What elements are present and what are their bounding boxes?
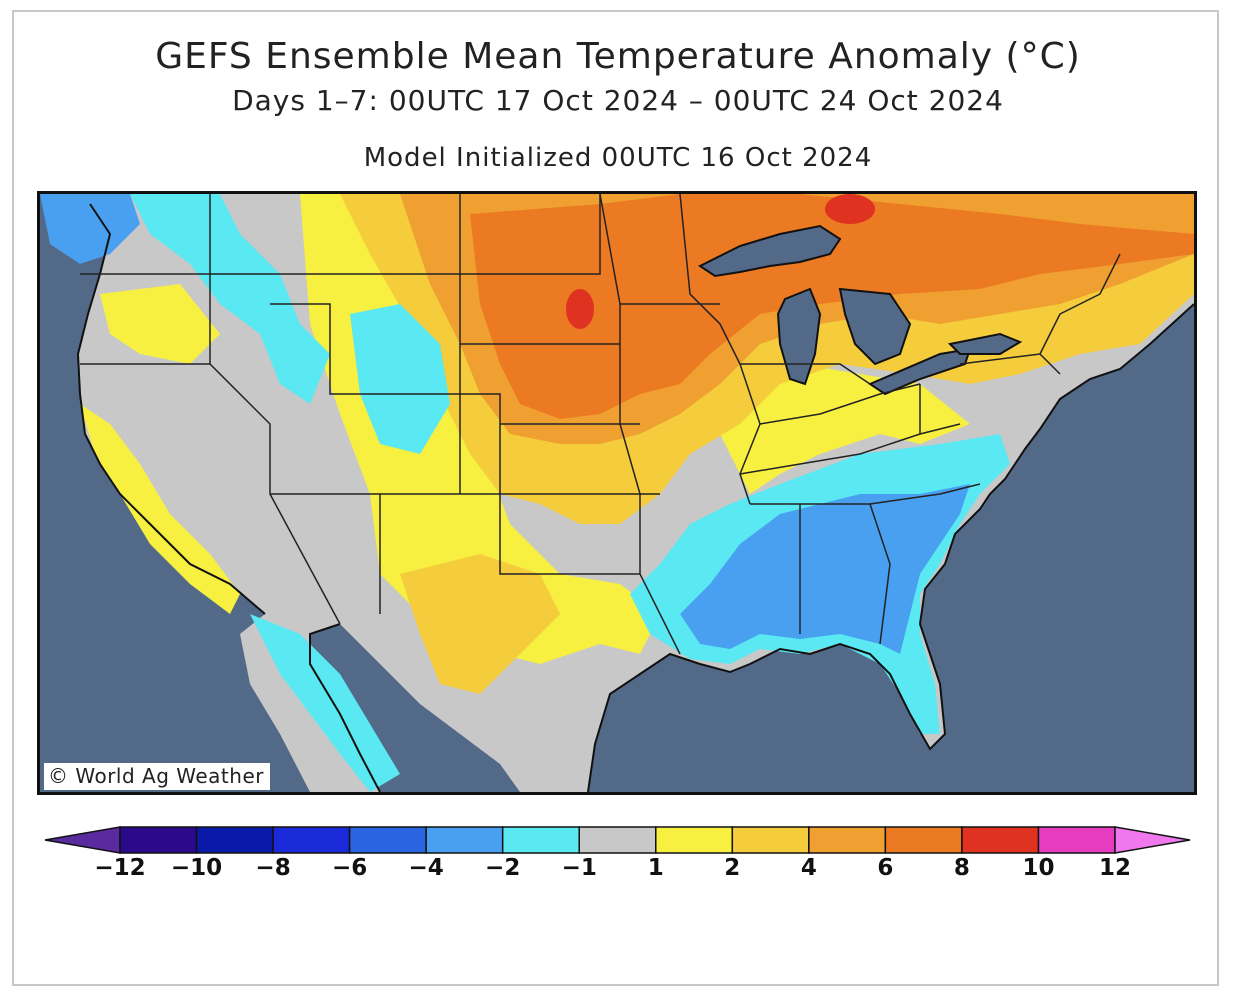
zone-neg1-west-b [350, 304, 450, 454]
colorbar-over-arrow [1114, 826, 1191, 854]
colorbar-tick-label: 1 [647, 855, 664, 881]
colorbar-tick-label: −12 [94, 855, 146, 881]
colorbar-tick-label: −1 [561, 855, 597, 881]
zone-1to2-west-inland [100, 284, 220, 364]
colorbar-tick-label: 8 [953, 855, 970, 881]
colorbar-bin [1037, 826, 1116, 854]
zone-6to8 [470, 194, 1194, 419]
model-init-label: Model Initialized 00UTC 16 Oct 2024 [363, 143, 873, 173]
zone-8to10-dakota [566, 289, 594, 329]
colorbar-bin [119, 826, 198, 854]
zone-neg1-west-a [130, 194, 330, 404]
colorbar-tick-label: 2 [724, 855, 741, 881]
colorbar-bin [501, 826, 580, 854]
zone-neg2-southeast [680, 484, 970, 654]
colorbar-bin [884, 826, 963, 854]
lake-superior [698, 224, 842, 278]
map-title: GEFS Ensemble Mean Temperature Anomaly (… [155, 36, 1081, 77]
colorbar-tick-label: 10 [1022, 855, 1055, 881]
colorbar-bin [195, 826, 274, 854]
lake-michigan [776, 287, 822, 386]
lake-huron [838, 287, 912, 366]
colorbar-tick-label: −4 [408, 855, 444, 881]
colorbar-bin [808, 826, 887, 854]
colorbar-tick-label: −2 [485, 855, 521, 881]
anomaly-map: © World Ag Weather [37, 191, 1197, 795]
colorbar-tick-label: −10 [170, 855, 223, 881]
colorbar-tick-label: 4 [800, 855, 817, 881]
colorbar-bin [961, 826, 1040, 854]
zone-1to2-west-coast [80, 404, 240, 614]
colorbar-bin [348, 826, 427, 854]
colorbar-bin [578, 826, 657, 854]
colorbar-tick-label: 6 [877, 855, 894, 881]
credit-label: © World Ag Weather [44, 763, 270, 790]
map-subtitle: Days 1–7: 00UTC 17 Oct 2024 – 00UTC 24 O… [232, 84, 1004, 117]
colorbar-tick-label: −6 [331, 855, 368, 881]
colorbar-bin [655, 826, 734, 854]
map-svg [40, 194, 1194, 792]
zone-neg1-baja [250, 614, 400, 792]
colorbar-bin [731, 826, 810, 854]
colorbar-bin [272, 826, 351, 854]
state-borders [80, 194, 1121, 655]
colorbar-under-arrow [44, 826, 121, 854]
zone-neg1-pacnw [40, 194, 140, 264]
colorbar-tick-label: −8 [255, 855, 291, 881]
lake-ontario [947, 332, 1023, 355]
zone-2to4-texas [400, 554, 560, 694]
zone-8to10-ontario [825, 194, 875, 224]
colorbar-bin [425, 826, 504, 854]
colorbar-tick-label: 12 [1098, 855, 1132, 881]
